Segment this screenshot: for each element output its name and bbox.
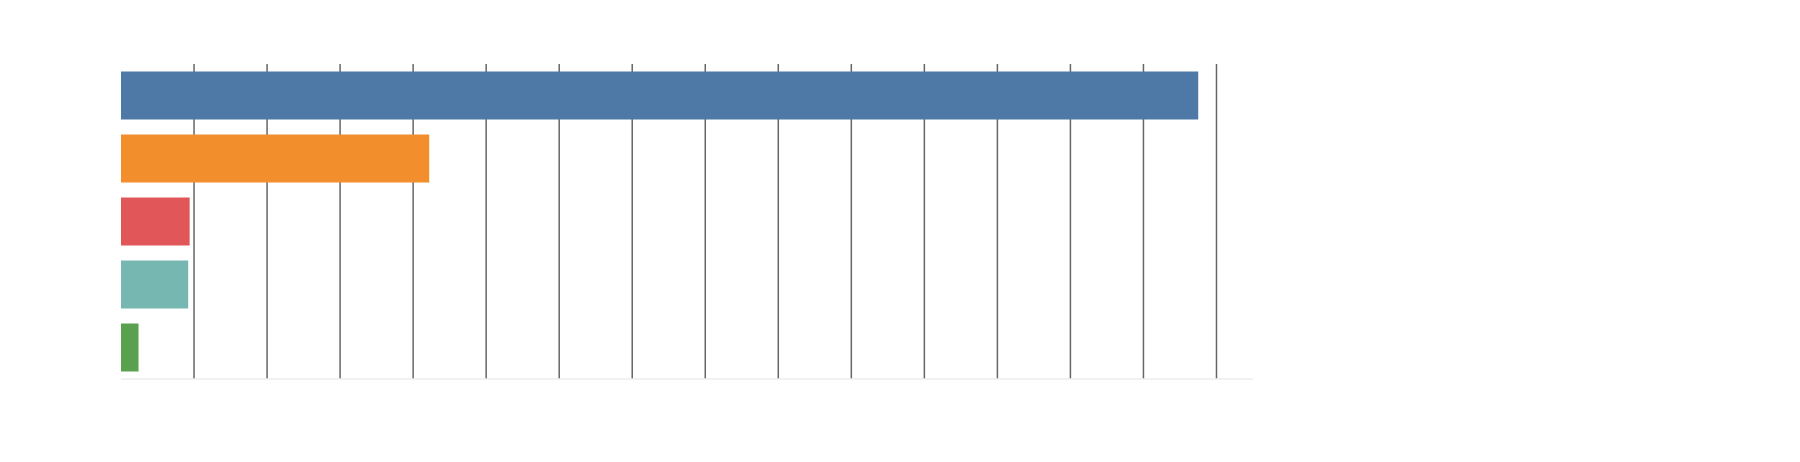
bar-4 (121, 260, 189, 309)
bar-5 (121, 323, 139, 372)
bars (121, 71, 1199, 372)
bar-1 (121, 71, 1199, 120)
bar-2 (121, 134, 430, 183)
bar-3 (121, 197, 190, 246)
